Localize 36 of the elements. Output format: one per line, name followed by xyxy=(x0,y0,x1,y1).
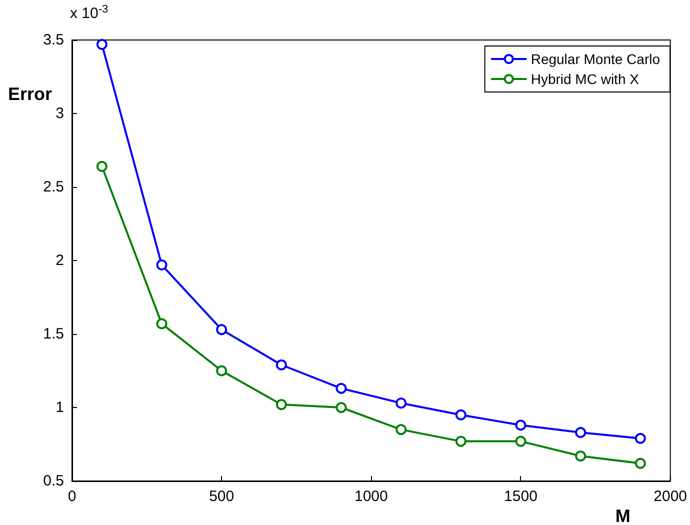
x-tick-label: 0 xyxy=(68,488,76,505)
point xyxy=(336,402,347,413)
y-tick-label: 3 xyxy=(56,105,64,122)
point xyxy=(96,160,108,172)
point xyxy=(455,409,466,420)
x-tick-label: 1000 xyxy=(354,488,388,505)
point xyxy=(276,359,287,370)
point xyxy=(276,399,287,410)
point xyxy=(96,38,108,50)
y-tick-label: 1 xyxy=(56,399,64,416)
point xyxy=(575,426,586,438)
point xyxy=(634,458,646,469)
point xyxy=(396,398,407,409)
point xyxy=(455,436,466,447)
point xyxy=(515,420,526,431)
point xyxy=(336,382,347,394)
y-axis-title: Error xyxy=(8,84,52,104)
x-tick-label: 500 xyxy=(209,488,234,505)
point xyxy=(396,424,407,436)
point xyxy=(156,318,168,330)
point xyxy=(634,432,646,444)
y-tick-label: 0.5 xyxy=(43,472,64,490)
y-tick-label: 3.5 xyxy=(43,32,64,48)
y-tick-label: 1.5 xyxy=(43,326,64,342)
x-axis-title: M xyxy=(615,506,630,525)
x-tick-label: 2000 xyxy=(654,488,688,505)
point xyxy=(575,450,586,462)
legend-label: Regular Monte Carlo xyxy=(530,51,660,67)
legend-label: Hybrid MC with X xyxy=(530,71,640,87)
y-tick-label: 2 xyxy=(56,252,64,269)
point xyxy=(216,365,228,376)
x-tick-label: 1500 xyxy=(504,488,538,505)
point xyxy=(216,324,228,336)
y-tick-label: 2.5 xyxy=(43,178,64,196)
point xyxy=(515,436,526,447)
point xyxy=(156,259,168,270)
